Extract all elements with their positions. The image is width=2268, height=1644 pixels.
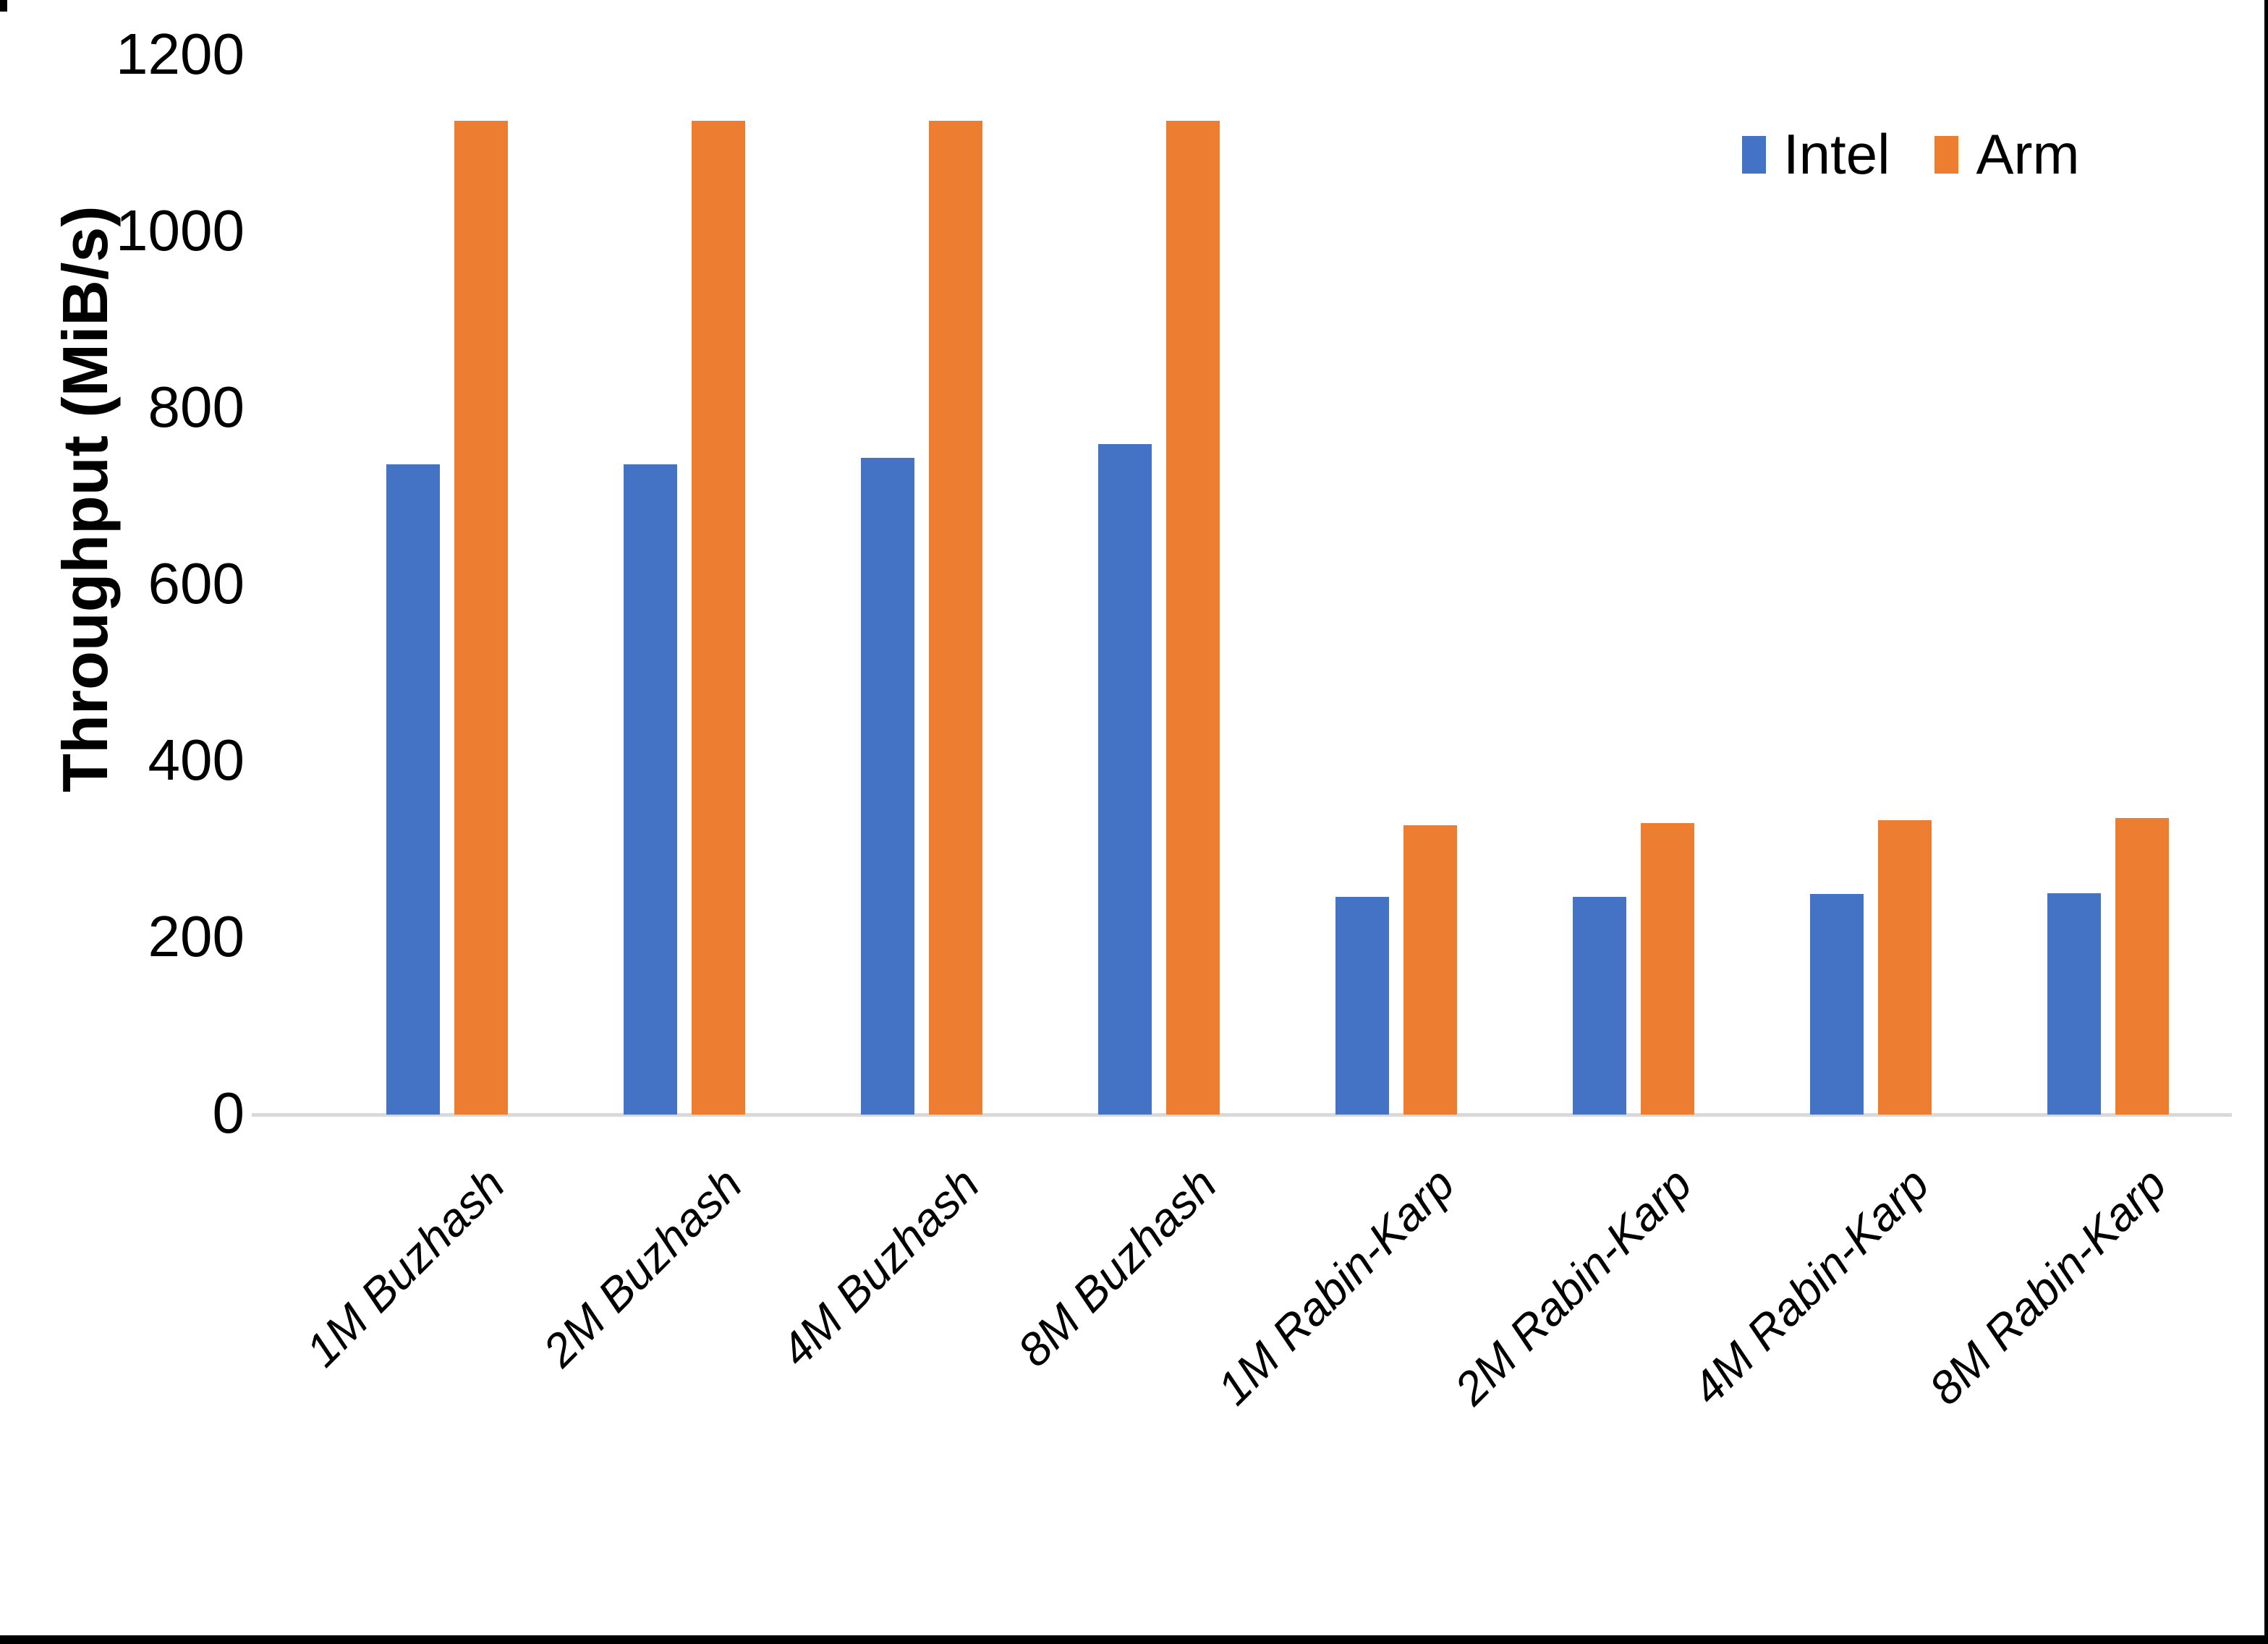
- bar-intel-2: [861, 458, 914, 1115]
- bar-arm-6: [1878, 819, 1932, 1115]
- bar-arm-3: [1166, 121, 1220, 1115]
- y-tick-label: 600: [148, 551, 245, 616]
- x-category-label: 1M Buzhash: [296, 1157, 515, 1377]
- bar-intel-7: [2047, 893, 2101, 1115]
- legend: Intel Arm: [1742, 122, 2079, 187]
- x-category-label: 2M Rabin-Karp: [1444, 1157, 1702, 1415]
- x-category-label: 4M Rabin-Karp: [1681, 1157, 1939, 1415]
- bar-intel-3: [1098, 443, 1152, 1115]
- x-category-label: 1M Rabin-Karp: [1207, 1157, 1464, 1415]
- bar-arm-7: [2115, 818, 2169, 1115]
- bar-intel-5: [1573, 896, 1626, 1115]
- screenshot-corner-mark: [0, 0, 7, 12]
- bar-intel-6: [1810, 894, 1864, 1115]
- legend-item-intel: Intel: [1742, 122, 1890, 187]
- x-category-label: 8M Buzhash: [1008, 1157, 1227, 1377]
- legend-swatch-arm: [1934, 135, 1959, 174]
- screenshot-bottom-border: [0, 1635, 2268, 1644]
- x-category-label: 2M Buzhash: [533, 1157, 752, 1377]
- legend-item-arm: Arm: [1934, 122, 2079, 187]
- bar-intel-0: [386, 464, 440, 1115]
- legend-swatch-intel: [1742, 135, 1766, 174]
- y-tick-label: 0: [212, 1081, 245, 1146]
- bar-intel-4: [1335, 896, 1389, 1115]
- bar-intel-1: [624, 464, 677, 1115]
- y-tick-label: 800: [148, 375, 245, 440]
- legend-label-intel: Intel: [1783, 122, 1890, 186]
- y-axis-title: Throughput (MiB/s): [49, 205, 121, 793]
- y-tick-label: 1000: [116, 198, 245, 263]
- x-axis-line: [252, 1113, 2232, 1117]
- x-category-label: 4M Buzhash: [770, 1157, 990, 1377]
- bar-arm-4: [1403, 825, 1457, 1115]
- y-tick-label: 200: [148, 904, 245, 969]
- bar-arm-2: [929, 121, 982, 1115]
- screenshot-right-border: [2264, 0, 2268, 1644]
- y-tick-label: 1200: [116, 22, 245, 87]
- bar-arm-0: [454, 121, 508, 1115]
- x-category-label: 8M Rabin-Karp: [1919, 1157, 2176, 1415]
- bar-arm-5: [1641, 823, 1694, 1115]
- bar-arm-1: [692, 121, 745, 1115]
- y-tick-label: 400: [148, 728, 245, 793]
- legend-label-arm: Arm: [1976, 122, 2080, 186]
